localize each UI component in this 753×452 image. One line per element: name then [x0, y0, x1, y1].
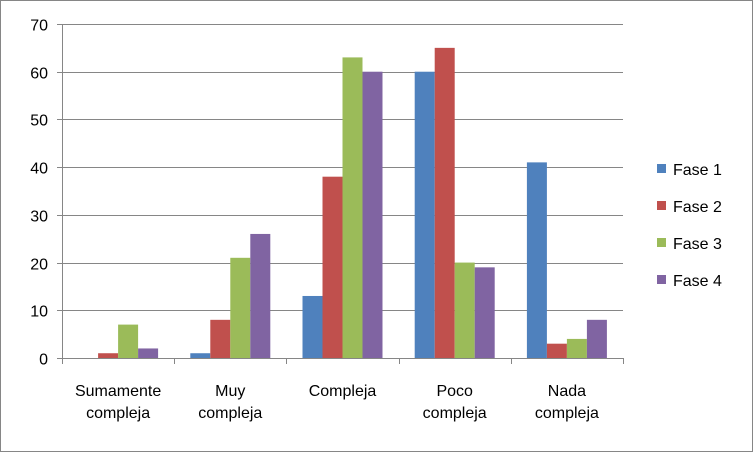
- x-category-label-0-line-1: compleja: [86, 405, 150, 422]
- legend-swatch-4: [657, 275, 666, 284]
- bar-fase-2-cat-3: [434, 47, 455, 358]
- legend-swatch-3: [657, 238, 666, 247]
- x-category-label-1-line-1: compleja: [198, 405, 262, 422]
- legend-label-4: Fase 4: [673, 273, 722, 290]
- bar-fase-4-cat-3: [474, 267, 495, 358]
- bar-fase-3-cat-3: [454, 262, 475, 358]
- x-category-label-4-line-1: compleja: [535, 405, 599, 422]
- y-tick-label-0: 0: [39, 352, 48, 369]
- y-tick-label-30: 30: [30, 209, 48, 226]
- bar-fase-4-cat-2: [362, 71, 383, 358]
- legend-label-2: Fase 2: [673, 199, 722, 216]
- bar-fase-2-cat-0: [98, 353, 119, 358]
- bar-fase-3-cat-0: [118, 324, 139, 358]
- bar-fase-3-cat-4: [566, 338, 587, 358]
- bar-fase-3-cat-1: [230, 257, 251, 358]
- legend-swatch-2: [657, 201, 666, 210]
- x-category-label-4-line-0: Nada: [548, 383, 586, 400]
- x-category-label-3-line-0: Poco: [436, 383, 473, 400]
- x-category-label-0-line-0: Sumamente: [75, 383, 161, 400]
- bar-fase-1-cat-1: [190, 353, 211, 358]
- y-tick-label-50: 50: [30, 113, 48, 130]
- x-category-label-2-line-0: Compleja: [309, 383, 377, 400]
- y-tick-label-10: 10: [30, 304, 48, 321]
- bar-fase-1-cat-4: [526, 162, 547, 358]
- bar-fase-3-cat-2: [342, 57, 363, 359]
- bar-fase-2-cat-4: [546, 343, 567, 358]
- bar-fase-4-cat-4: [586, 319, 607, 358]
- y-tick-label-70: 70: [30, 18, 48, 35]
- bar-fase-1-cat-3: [414, 71, 435, 358]
- bar-fase-4-cat-0: [138, 348, 159, 358]
- x-category-label-1-line-0: Muy: [215, 383, 245, 400]
- legend-swatch-1: [657, 164, 666, 173]
- bar-fase-1-cat-2: [302, 295, 323, 358]
- legend-label-3: Fase 3: [673, 236, 722, 253]
- legend-label-1: Fase 1: [673, 162, 722, 179]
- x-category-label-3-line-1: compleja: [423, 405, 487, 422]
- bar-fase-4-cat-1: [250, 233, 271, 358]
- y-tick-label-40: 40: [30, 161, 48, 178]
- bar-fase-2-cat-1: [210, 319, 231, 358]
- y-tick-label-60: 60: [30, 66, 48, 83]
- bar-fase-2-cat-2: [322, 176, 343, 358]
- y-tick-label-20: 20: [30, 257, 48, 274]
